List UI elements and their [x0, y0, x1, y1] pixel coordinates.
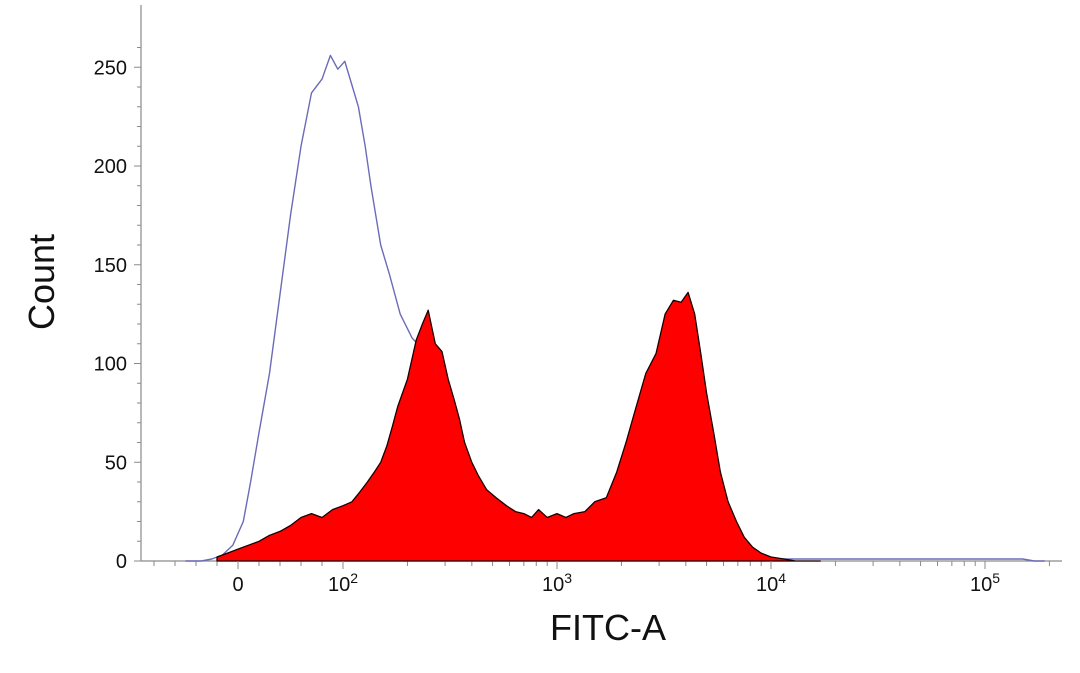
y-tick-label: 150 [94, 255, 127, 277]
series-1-filled-area [216, 291, 821, 562]
x-tick-label: 0 [232, 574, 243, 596]
x-tick-exponent: 5 [992, 570, 1000, 586]
x-tick-label: 105 [970, 570, 1000, 596]
y-minor-ticks [137, 47, 141, 542]
y-tick-labels: 0 50 100 150 200 250 [94, 57, 141, 573]
x-tick-exponent: 2 [350, 570, 358, 586]
x-axis-title: FITC-A [550, 607, 666, 648]
x-tick-labels: 0 102 103 104 105 [232, 561, 1000, 596]
y-tick-label: 250 [94, 57, 127, 79]
y-tick-label: 100 [94, 354, 127, 376]
y-tick-label: 200 [94, 156, 127, 178]
x-minor-ticks [153, 561, 1050, 566]
x-tick-exponent: 3 [564, 570, 572, 586]
y-axis-title: Count [21, 234, 62, 330]
x-tick-label: 102 [328, 570, 358, 596]
axes [140, 5, 1062, 562]
x-tick-exponent: 4 [778, 570, 786, 586]
y-tick-label: 0 [116, 551, 127, 573]
series-layer [185, 54, 1045, 562]
x-tick-label: 104 [756, 570, 786, 596]
y-tick-label: 50 [105, 452, 127, 474]
x-tick-label: 103 [542, 570, 572, 596]
